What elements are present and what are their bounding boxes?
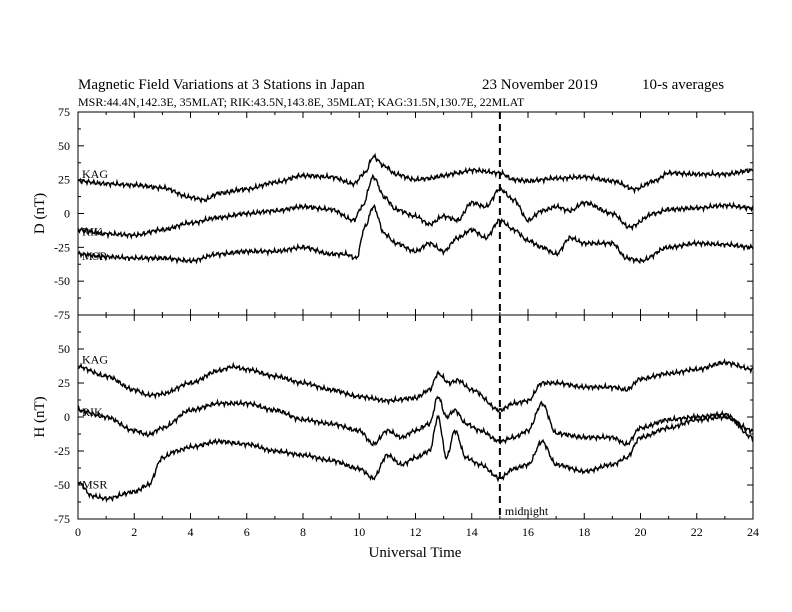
x-tick-label: 6 (244, 525, 250, 539)
x-tick-label: 4 (188, 525, 194, 539)
y-tick-label: 25 (58, 376, 70, 390)
x-tick-label: 12 (410, 525, 422, 539)
d-series-msr (77, 203, 754, 265)
h-series-rik (77, 395, 754, 447)
x-tick-label: 18 (578, 525, 590, 539)
midnight-label: midnight (505, 504, 549, 518)
y-tick-label: -25 (54, 240, 70, 254)
plot-frame (77, 314, 754, 520)
h-axis-label: H (nT) (32, 396, 48, 437)
chart-averaging: 10-s averages (642, 77, 724, 93)
h-series-msr (77, 412, 754, 503)
d-series-label-msr: MSR (82, 249, 107, 263)
d-series-rik (77, 173, 754, 240)
h-series-label-kag: KAG (82, 353, 108, 367)
x-axis-label: Universal Time (369, 545, 462, 561)
y-tick-label: 50 (58, 342, 70, 356)
x-tick-label: 22 (691, 525, 703, 539)
y-tick-label: -50 (54, 274, 70, 288)
y-tick-label: 0 (64, 410, 70, 424)
x-tick-label: 8 (300, 525, 306, 539)
stations-line: MSR:44.4N,142.3E, 35MLAT; RIK:43.5N,143.… (78, 95, 525, 109)
h-series-label-msr: MSR (82, 477, 107, 491)
d-component-panel: -75 -50 -25 0 25 50 75 D (nT) KAG RIK MSR (32, 105, 754, 322)
d-axis-label: D (nT) (32, 193, 48, 234)
y-tick-label: -75 (54, 308, 70, 322)
y-tick-label: 75 (58, 105, 70, 119)
y-tick-label: -25 (54, 444, 70, 458)
x-tick-label: 10 (353, 525, 365, 539)
y-tick-label: 0 (64, 207, 70, 221)
x-tick-label: 16 (522, 525, 534, 539)
x-tick-label: 14 (466, 525, 478, 539)
chart-date: 23 November 2019 (482, 77, 598, 93)
d-series-label-rik: RIK (82, 225, 103, 239)
h-series-label-rik: RIK (82, 405, 103, 419)
x-tick-label: 0 (75, 525, 81, 539)
y-tick-label: 25 (58, 173, 70, 187)
y-tick-label: -75 (54, 512, 70, 526)
y-tick-label: -50 (54, 478, 70, 492)
y-tick-label: 50 (58, 139, 70, 153)
d-series-kag (77, 152, 753, 204)
chart-title: Magnetic Field Variations at 3 Stations … (78, 77, 365, 93)
x-tick-label: 20 (635, 525, 647, 539)
d-series-label-kag: KAG (82, 167, 108, 181)
h-series-kag (77, 357, 754, 413)
x-tick-label: 24 (747, 525, 759, 539)
x-tick-label: 2 (131, 525, 137, 539)
